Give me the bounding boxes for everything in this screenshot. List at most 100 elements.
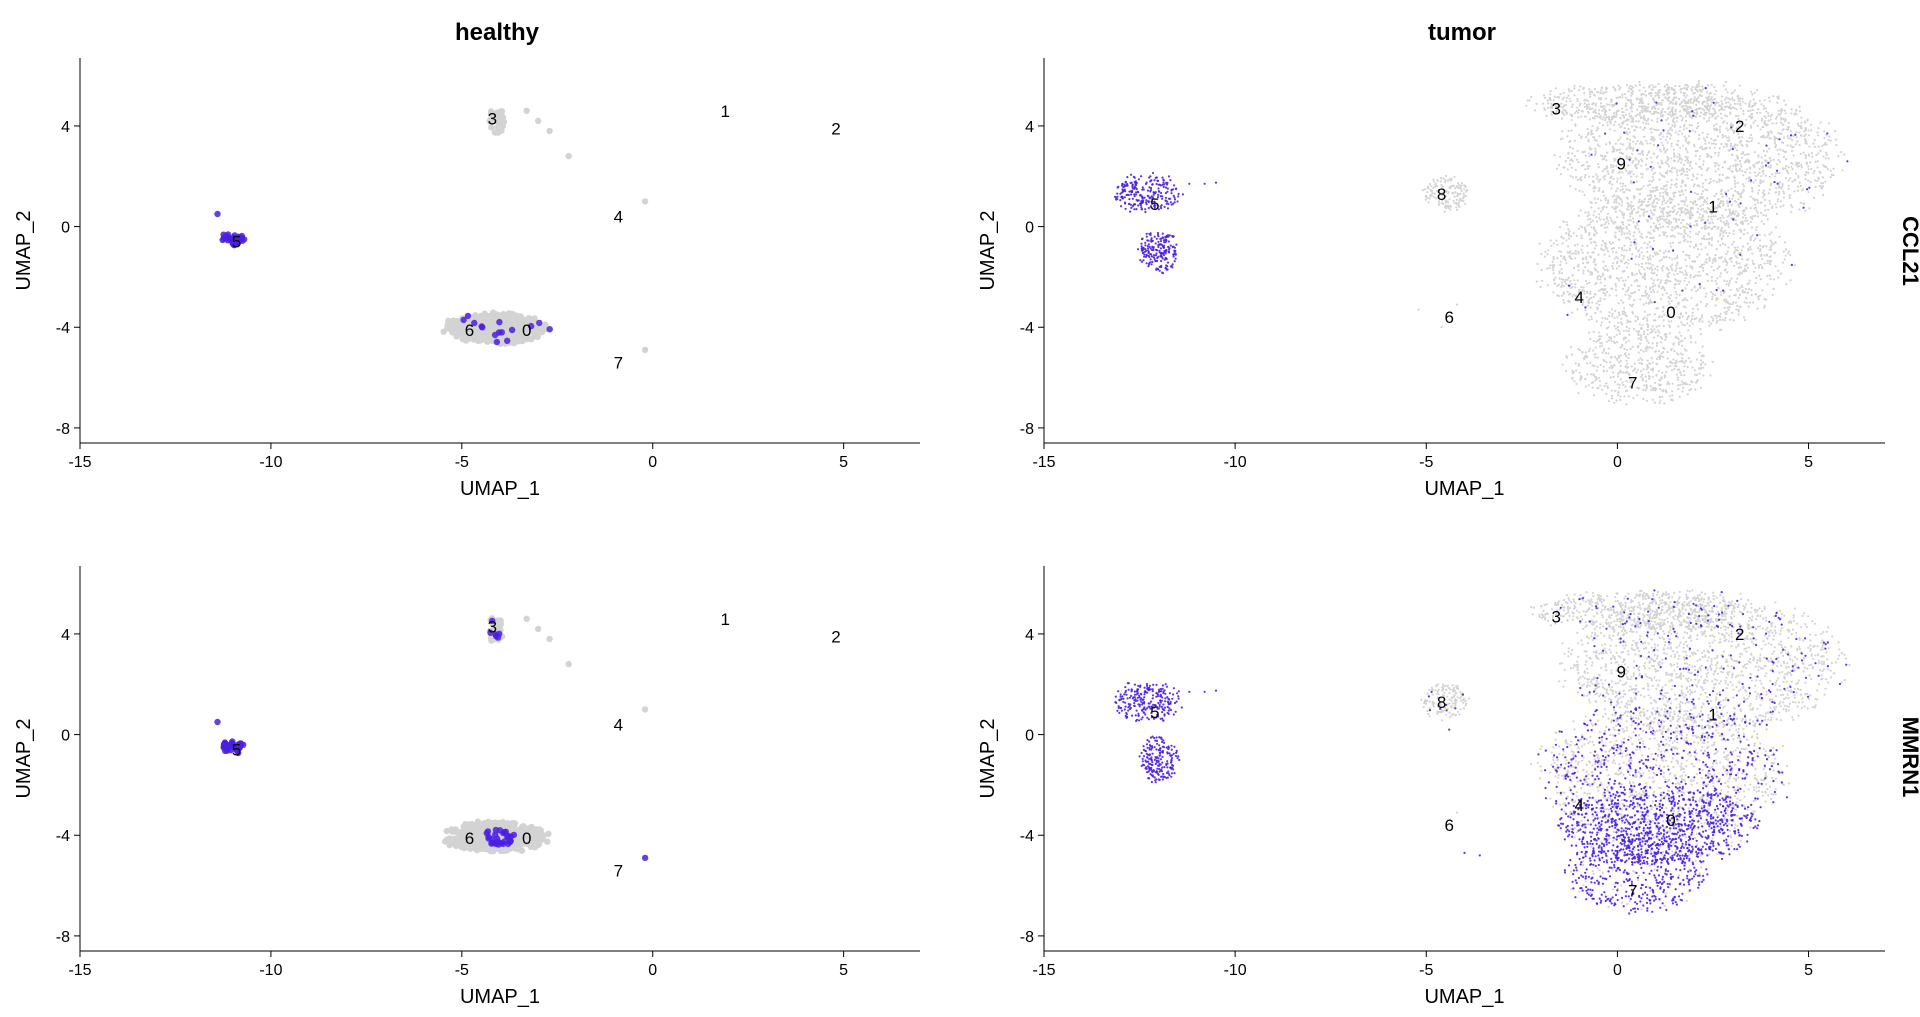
data-point (1688, 254, 1691, 257)
data-point (1810, 167, 1813, 170)
data-point (1778, 235, 1781, 238)
data-point (1587, 211, 1590, 214)
data-point (1763, 254, 1766, 257)
data-point (1628, 223, 1631, 227)
data-point (1685, 264, 1688, 268)
y-tick-label: 0 (61, 220, 70, 237)
data-point (1751, 93, 1754, 96)
data-point (1683, 279, 1686, 282)
data-point (1704, 188, 1707, 191)
data-point (1645, 110, 1648, 113)
data-point (1694, 86, 1697, 89)
data-point (1822, 193, 1825, 197)
data-point (1645, 94, 1648, 97)
data-point (1695, 232, 1698, 235)
data-point (1682, 370, 1686, 373)
data-point (1646, 250, 1649, 253)
data-point (1460, 199, 1463, 202)
data-point (1646, 266, 1649, 269)
data-point (1673, 273, 1676, 276)
data-point (1719, 130, 1722, 134)
data-point (1577, 214, 1580, 217)
data-point (1619, 364, 1622, 367)
data-point (1580, 110, 1583, 113)
data-point (1460, 182, 1463, 185)
data-point (1585, 313, 1588, 317)
data-point (1445, 174, 1448, 178)
data-point (1787, 137, 1790, 140)
data-point (1587, 218, 1590, 221)
data-point (1798, 131, 1801, 134)
data-point (1639, 336, 1642, 339)
data-point (1737, 97, 1740, 100)
data-point (1702, 366, 1705, 369)
data-point (1651, 342, 1654, 345)
data-point (1693, 286, 1696, 289)
data-point (1695, 115, 1698, 119)
data-point (1459, 192, 1462, 195)
data-point (1659, 335, 1662, 339)
data-point (1696, 233, 1700, 236)
data-point (1757, 184, 1760, 187)
data-point (1714, 170, 1717, 173)
data-point (1649, 232, 1652, 235)
data-point (1643, 105, 1646, 108)
data-point (1569, 174, 1572, 178)
data-point (1619, 378, 1622, 381)
data-point (1666, 107, 1669, 110)
data-point (1619, 346, 1622, 349)
data-point (1670, 142, 1673, 145)
data-point (1564, 160, 1567, 163)
data-point (1587, 103, 1590, 106)
data-point (1597, 386, 1600, 390)
data-point (1733, 99, 1736, 102)
data-point (1632, 159, 1635, 162)
data-point (1690, 341, 1693, 344)
data-point (1595, 302, 1598, 305)
data-point (1580, 176, 1583, 179)
data-point (1711, 99, 1714, 102)
data-point (1646, 325, 1650, 328)
data-point (1644, 90, 1647, 93)
data-point (1799, 124, 1803, 128)
data-point (1622, 336, 1626, 340)
data-point (1694, 162, 1697, 165)
data-point (1595, 376, 1598, 379)
data-point (1656, 155, 1659, 158)
data-point (1735, 281, 1738, 284)
data-point (1660, 102, 1663, 105)
data-point (1686, 156, 1689, 159)
data-point (1647, 302, 1651, 305)
data-point (1562, 96, 1565, 99)
data-point (1662, 185, 1666, 188)
data-point (1630, 207, 1633, 210)
data-point (1726, 129, 1729, 132)
data-point (1789, 279, 1792, 282)
data-point (1721, 200, 1725, 203)
data-point (1745, 207, 1748, 210)
data-point (1725, 310, 1728, 313)
data-point-expressed (1144, 210, 1147, 214)
data-point (1802, 202, 1805, 205)
data-point (1731, 153, 1734, 156)
data-point (1645, 235, 1648, 238)
data-point (1725, 177, 1728, 180)
row-label-ccl21: CCL21 (1898, 216, 1920, 286)
data-point (1604, 231, 1607, 234)
data-point (1552, 279, 1556, 282)
data-point (1652, 173, 1655, 176)
data-point (1650, 112, 1653, 115)
data-point (1734, 165, 1737, 168)
data-point (1636, 316, 1639, 319)
data-point-expressed (1590, 153, 1593, 156)
data-point (1720, 142, 1723, 146)
data-point (1725, 145, 1728, 148)
data-point (1625, 341, 1628, 344)
data-point (1634, 315, 1637, 318)
data-point (1753, 171, 1757, 174)
data-point (1571, 369, 1574, 373)
data-point (1583, 99, 1586, 102)
data-point (1672, 241, 1675, 244)
data-point (1581, 258, 1584, 261)
